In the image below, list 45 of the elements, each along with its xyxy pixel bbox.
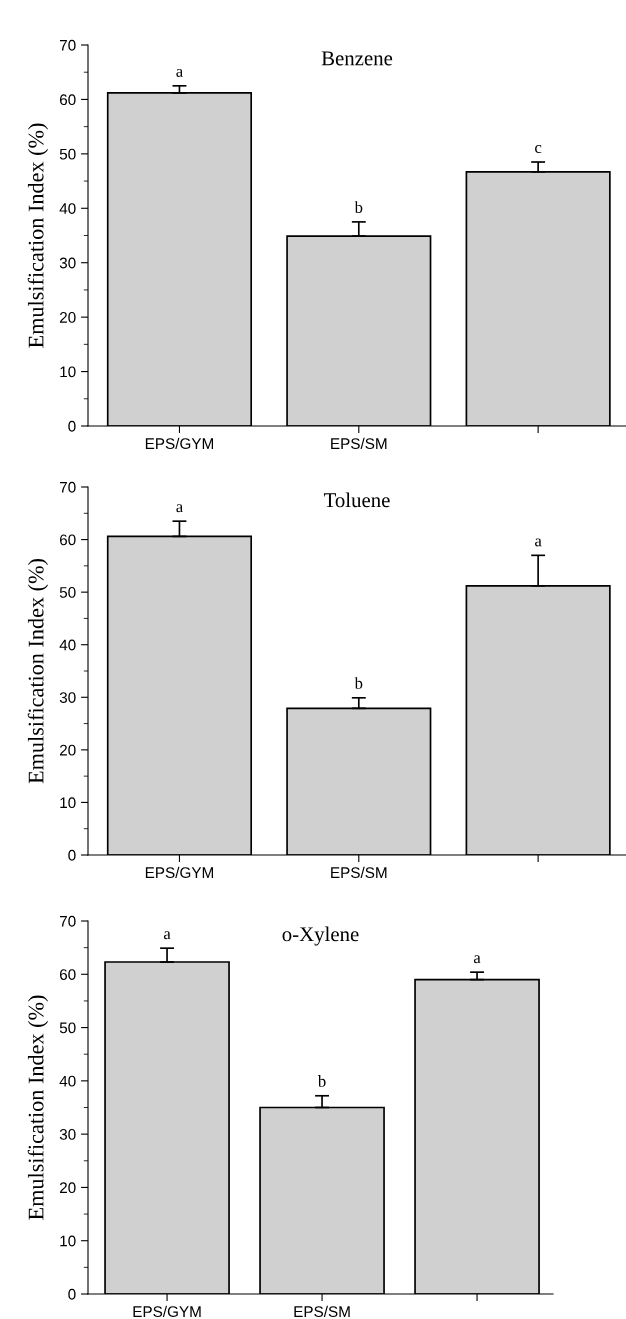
y-tick-label: 60 bbox=[59, 534, 76, 546]
annotation: a bbox=[473, 955, 481, 964]
annotation: a bbox=[176, 68, 183, 77]
y-tick-label: 60 bbox=[59, 94, 76, 106]
y-tick-label: 30 bbox=[59, 692, 76, 703]
y-tick-label: 10 bbox=[60, 366, 76, 378]
chart-title: Benzene bbox=[321, 51, 393, 66]
y-tick-label: 20 bbox=[59, 1182, 76, 1194]
y-tick-label: 50 bbox=[59, 1022, 76, 1034]
annotation: c bbox=[535, 145, 542, 154]
y-tick-label: 10 bbox=[60, 797, 76, 809]
y-tick-label: 70 bbox=[59, 39, 76, 51]
y-tick-label: 40 bbox=[59, 639, 76, 651]
y-tick-label: 30 bbox=[59, 1129, 76, 1140]
annotation: a bbox=[535, 538, 542, 547]
y-tick-label: 60 bbox=[59, 969, 76, 980]
annotation: b bbox=[354, 201, 363, 213]
chart-title: Toluene bbox=[323, 492, 390, 508]
y-tick-label: 40 bbox=[59, 203, 76, 214]
y-tick-label: 50 bbox=[59, 148, 76, 160]
y-axis-title: Emulsification Index (%) bbox=[27, 123, 49, 348]
x-tick-label: EPS/SM bbox=[294, 1305, 350, 1318]
y-tick-label: 40 bbox=[59, 1075, 76, 1087]
x-tick-label: EPS/GYM bbox=[145, 437, 214, 450]
y-tick-label: 10 bbox=[60, 1235, 76, 1247]
y-axis-title: Emulsification Index (%) bbox=[27, 995, 49, 1220]
chart-title: o-Xylene bbox=[282, 926, 359, 946]
y-tick-label: 0 bbox=[68, 420, 76, 432]
y-tick-label: 30 bbox=[59, 257, 76, 269]
y-tick-label: 70 bbox=[59, 481, 76, 493]
annotation: b bbox=[354, 677, 363, 689]
y-tick-label: 0 bbox=[68, 1288, 76, 1300]
x-tick-label: EPS/SM bbox=[331, 437, 387, 450]
annotation: a bbox=[176, 504, 183, 513]
y-tick-label: 50 bbox=[59, 587, 76, 598]
x-tick-label: EPS/GYM bbox=[145, 866, 214, 879]
y-tick-label: 0 bbox=[68, 849, 76, 861]
y-tick-label: 20 bbox=[59, 744, 76, 756]
y-tick-label: 20 bbox=[59, 312, 76, 323]
x-tick-label: EPS/GYM bbox=[133, 1305, 201, 1318]
y-tick-label: 70 bbox=[59, 915, 76, 927]
annotation: b bbox=[317, 1075, 326, 1087]
x-tick-label: EPS/SM bbox=[331, 866, 387, 879]
annotation: a bbox=[163, 931, 171, 940]
y-axis-title: Emulsification Index (%) bbox=[27, 559, 49, 784]
